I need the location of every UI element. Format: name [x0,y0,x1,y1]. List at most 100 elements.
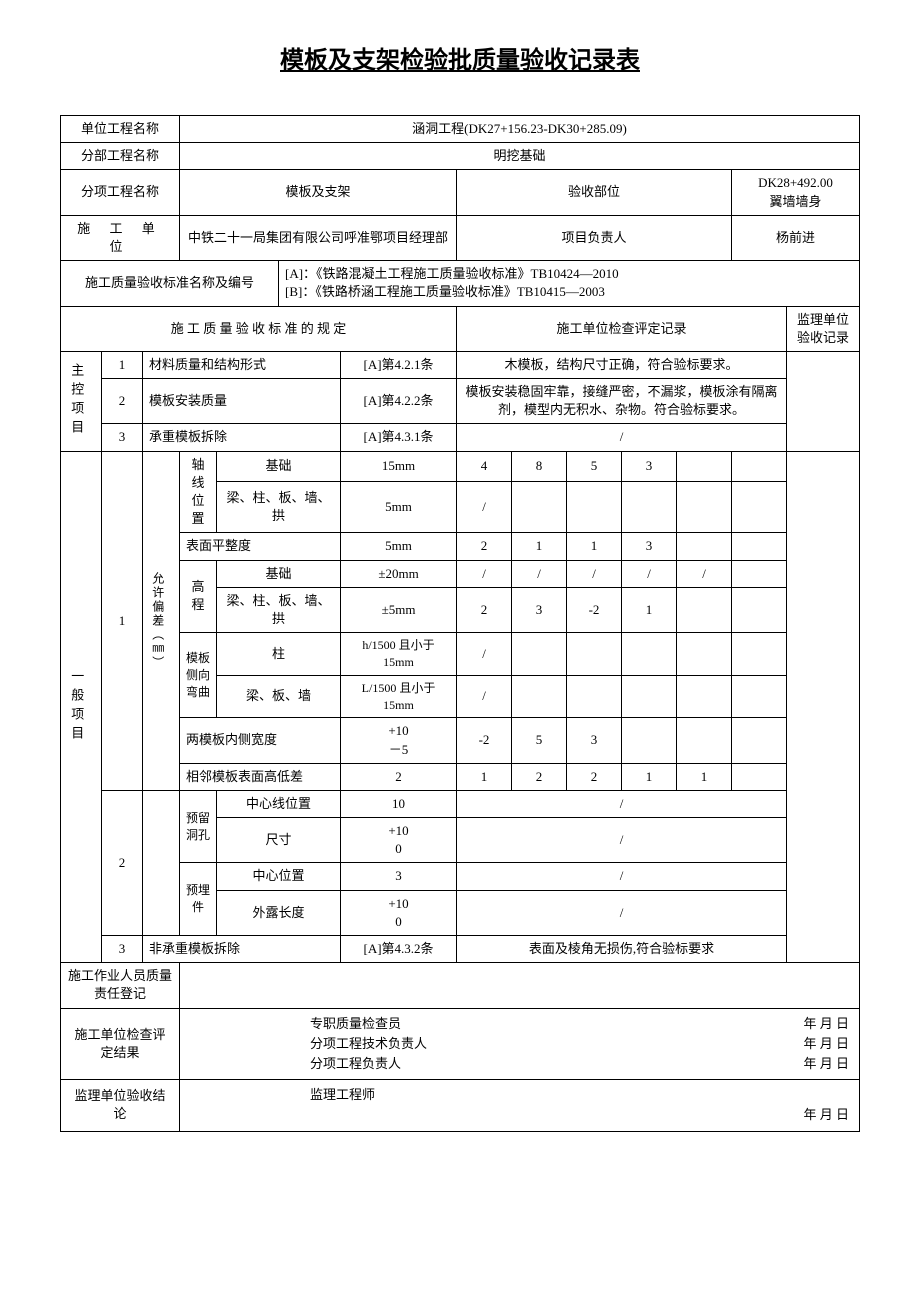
axis-beam-spec: 5mm [341,482,457,533]
sec3-no: 3 [102,936,143,963]
val: 1 [567,533,622,560]
val [622,482,677,533]
val: / [512,560,567,587]
embed-exposed-name: 外露长度 [217,890,341,935]
hole-center-check: / [457,790,787,817]
unit-result-content: 专职质量检查员年 月 日 分项工程技术负责人年 月 日 分项工程负责人年 月 日 [180,1008,860,1080]
val [677,451,732,482]
hole-size-name: 尺寸 [217,818,341,863]
elev-beam-spec: ±5mm [341,587,457,632]
val: 2 [457,533,512,560]
main-row-check: 木模板，结构尺寸正确，符合验标要求。 [457,351,787,378]
val: 1 [457,763,512,790]
main-supervisor-cell [787,351,860,451]
unit-check-label: 施工单位检查评定记录 [457,306,787,351]
sec2-no: 2 [102,790,143,935]
val [567,633,622,676]
hole-size-spec: +10 0 [341,818,457,863]
bend-col-name: 柱 [217,633,341,676]
inner-width-spec: +10 －5 [341,718,457,763]
main-row-no: 3 [102,424,143,451]
adj-diff-name: 相邻模板表面高低差 [180,763,341,790]
val: / [457,560,512,587]
item-project-value: 模板及支架 [180,170,457,215]
main-row-name: 模板安装质量 [143,379,341,424]
val: 3 [567,718,622,763]
val [677,718,732,763]
supervisor-result-content: 监理工程师 年 月 日 [180,1080,860,1131]
val: 2 [512,763,567,790]
surface-name: 表面平整度 [180,533,341,560]
main-row-no: 1 [102,351,143,378]
bend-col-spec: h/1500 且小于 15mm [341,633,457,676]
inspection-table: 单位工程名称 涵洞工程(DK27+156.23-DK30+285.09) 分部工… [60,115,860,1132]
val: / [622,560,677,587]
construction-unit-label: 施 工 单 位 [61,215,180,260]
val [677,633,732,676]
surface-spec: 5mm [341,533,457,560]
val: 8 [512,451,567,482]
main-row-ref: [A]第4.2.1条 [341,351,457,378]
axis-base-name: 基础 [217,451,341,482]
val: 3 [512,587,567,632]
embed-center-spec: 3 [341,863,457,890]
val: / [457,633,512,676]
main-row-check: / [457,424,787,451]
val6 [732,451,787,482]
val: 2 [457,587,512,632]
unit-project-value: 涵洞工程(DK27+156.23-DK30+285.09) [180,116,860,143]
unit-result-label: 施工单位检查评定结果 [61,1008,180,1080]
sec3-ref: [A]第4.3.2条 [341,936,457,963]
embed-exposed-check: / [457,890,787,935]
inner-width-name: 两模板内侧宽度 [180,718,341,763]
bend-label: 模板侧向弯曲 [186,650,210,700]
general-label: 一般项目 [67,669,85,745]
standard-value: [A]：《铁路混凝土工程施工质量验收标准》TB10424—2010 [B]：《铁… [278,261,859,306]
val: 2 [567,763,622,790]
val: 5 [567,451,622,482]
adj-diff-spec: 2 [341,763,457,790]
project-leader-label: 项目负责人 [457,215,732,260]
main-ctrl-label: 主控项目 [67,363,85,439]
val [512,633,567,676]
item-project-label: 分项工程名称 [61,170,180,215]
hole-center-spec: 10 [341,790,457,817]
sec1-no: 1 [102,451,143,790]
elev-beam-name: 梁、柱、板、墙、拱 [217,587,341,632]
hole-label: 预留洞孔 [180,790,217,863]
main-row-name: 承重模板拆除 [143,424,341,451]
sec3-name: 非承重模板拆除 [143,936,341,963]
general-supervisor-cell [787,451,860,963]
sub-project-value: 明挖基础 [180,143,860,170]
project-leader-value: 杨前进 [732,215,860,260]
supervisor-result-label: 监理单位验收结论 [61,1080,180,1131]
sec2-blank [143,790,180,935]
val: 1 [677,763,732,790]
val [512,482,567,533]
standard-label: 施工质量验收标准名称及编号 [61,261,279,306]
val [622,675,677,718]
unit-project-label: 单位工程名称 [61,116,180,143]
val [677,482,732,533]
hole-center-name: 中心线位置 [217,790,341,817]
embed-exposed-spec: +10 0 [341,890,457,935]
axis-label: 轴线位置 [180,451,217,533]
sub-project-label: 分部工程名称 [61,143,180,170]
val: 5 [512,718,567,763]
hole-size-check: / [457,818,787,863]
embed-center-check: / [457,863,787,890]
construction-unit-value: 中铁二十一局集团有限公司呼准鄂项目经理部 [180,215,457,260]
embed-center-name: 中心位置 [217,863,341,890]
val [567,675,622,718]
dev-label: 允许偏差（㎜） [149,572,166,670]
val: / [457,675,512,718]
val: -2 [457,718,512,763]
main-row-ref: [A]第4.2.2条 [341,379,457,424]
accept-part-label: 验收部位 [457,170,732,215]
val [677,533,732,560]
val: / [457,482,512,533]
val [512,675,567,718]
val [677,587,732,632]
val [567,482,622,533]
personnel-label: 施工作业人员质量责任登记 [61,963,180,1008]
